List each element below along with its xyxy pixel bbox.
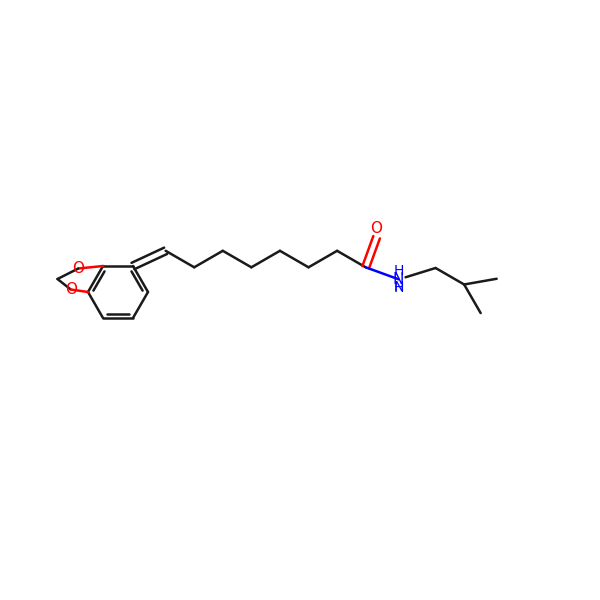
Text: O: O xyxy=(65,282,77,297)
Text: O: O xyxy=(72,261,84,276)
Text: H
N: H N xyxy=(394,264,404,295)
Text: H: H xyxy=(394,281,404,295)
Text: O: O xyxy=(371,221,383,236)
Text: N: N xyxy=(393,272,404,287)
